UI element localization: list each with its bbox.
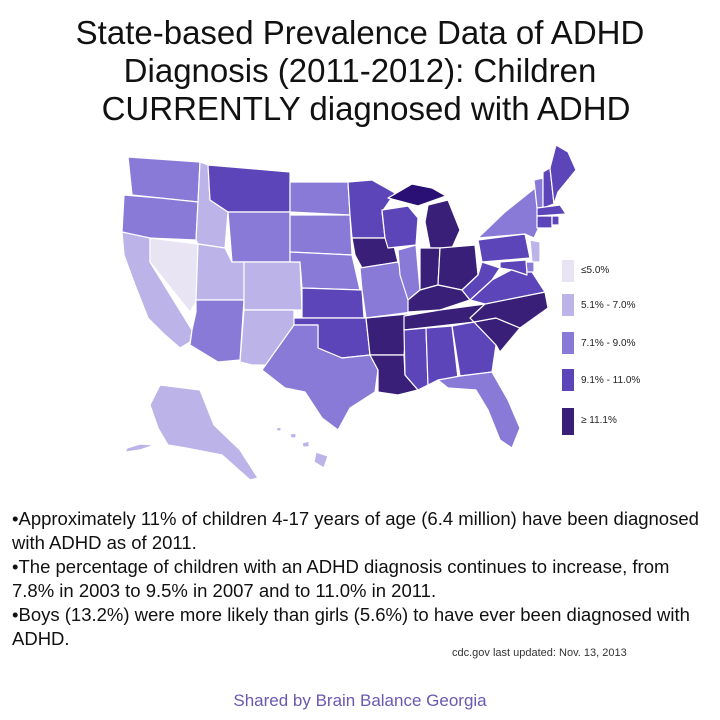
state-indiana: [419, 247, 441, 291]
state-florida: [437, 371, 521, 449]
state-mississippi: [403, 327, 429, 391]
state-new-jersey: [529, 239, 541, 263]
state-new-york: [477, 187, 541, 239]
state-hawaii-oahu: [289, 432, 297, 439]
state-rhode-island: [551, 215, 560, 226]
state-washington: [127, 156, 201, 203]
state-colorado: [243, 261, 303, 311]
bullet-2: •The percentage of children with an ADHD…: [12, 556, 670, 601]
state-wisconsin: [381, 205, 419, 249]
state-maine: [549, 144, 577, 205]
state-kansas: [301, 287, 365, 319]
state-oregon: [121, 194, 199, 241]
legend-swatch-4: [562, 369, 574, 391]
state-south-dakota: [289, 214, 353, 256]
state-michigan-lp: [424, 199, 461, 249]
summary-bullets: •Approximately 11% of children 4-17 year…: [12, 507, 712, 651]
legend-label-1: ≤5.0%: [581, 265, 609, 276]
state-hawaii-kauai: [275, 426, 282, 432]
legend-swatch-1: [562, 260, 574, 282]
state-texas: [261, 324, 379, 431]
map-legend: ≤5.0% 5.1% - 7.0% 7.1% - 9.0% 9.1% - 11.…: [562, 260, 640, 435]
legend-swatch-3: [562, 332, 574, 354]
legend-label-3: 7.1% - 9.0%: [581, 338, 636, 349]
legend-label-4: 9.1% - 11.0%: [581, 375, 640, 386]
state-pennsylvania: [477, 233, 531, 263]
state-connecticut: [536, 215, 553, 229]
state-hawaii-big: [313, 451, 329, 469]
title-line-3: CURRENTLY diagnosed with ADHD: [101, 90, 631, 127]
legend-swatch-2: [562, 294, 574, 316]
state-alaska-chain: [124, 443, 156, 453]
state-georgia: [451, 321, 497, 377]
state-michigan-up: [387, 183, 447, 207]
bullet-3: •Boys (13.2%) were more likely than girl…: [12, 604, 690, 649]
state-hawaii-maui: [301, 440, 310, 448]
state-montana: [207, 164, 291, 213]
state-wyoming: [227, 211, 291, 263]
states-group: [121, 144, 577, 481]
title-line-1: State-based Prevalence Data of ADHD: [75, 14, 645, 51]
state-north-dakota: [289, 181, 351, 216]
legend-label-2: 5.1% - 7.0%: [581, 300, 636, 311]
legend-label-5: ≥ 11.1%: [581, 415, 617, 426]
title-line-2: Diagnosis (2011-2012): Children: [123, 52, 597, 89]
state-maryland: [499, 259, 528, 276]
page-title: State-based Prevalence Data of ADHD Diag…: [0, 14, 720, 128]
state-nevada: [149, 237, 199, 313]
state-alaska: [149, 384, 259, 481]
legend-swatch-5: [562, 408, 574, 435]
state-arizona: [189, 299, 245, 363]
source-note: cdc.gov last updated: Nov. 13, 2013: [452, 647, 627, 659]
state-massachusetts: [536, 204, 567, 217]
state-arkansas: [365, 313, 409, 356]
credit-line: Shared by Brain Balance Georgia: [233, 691, 487, 710]
bullet-1: •Approximately 11% of children 4-17 year…: [12, 508, 699, 553]
